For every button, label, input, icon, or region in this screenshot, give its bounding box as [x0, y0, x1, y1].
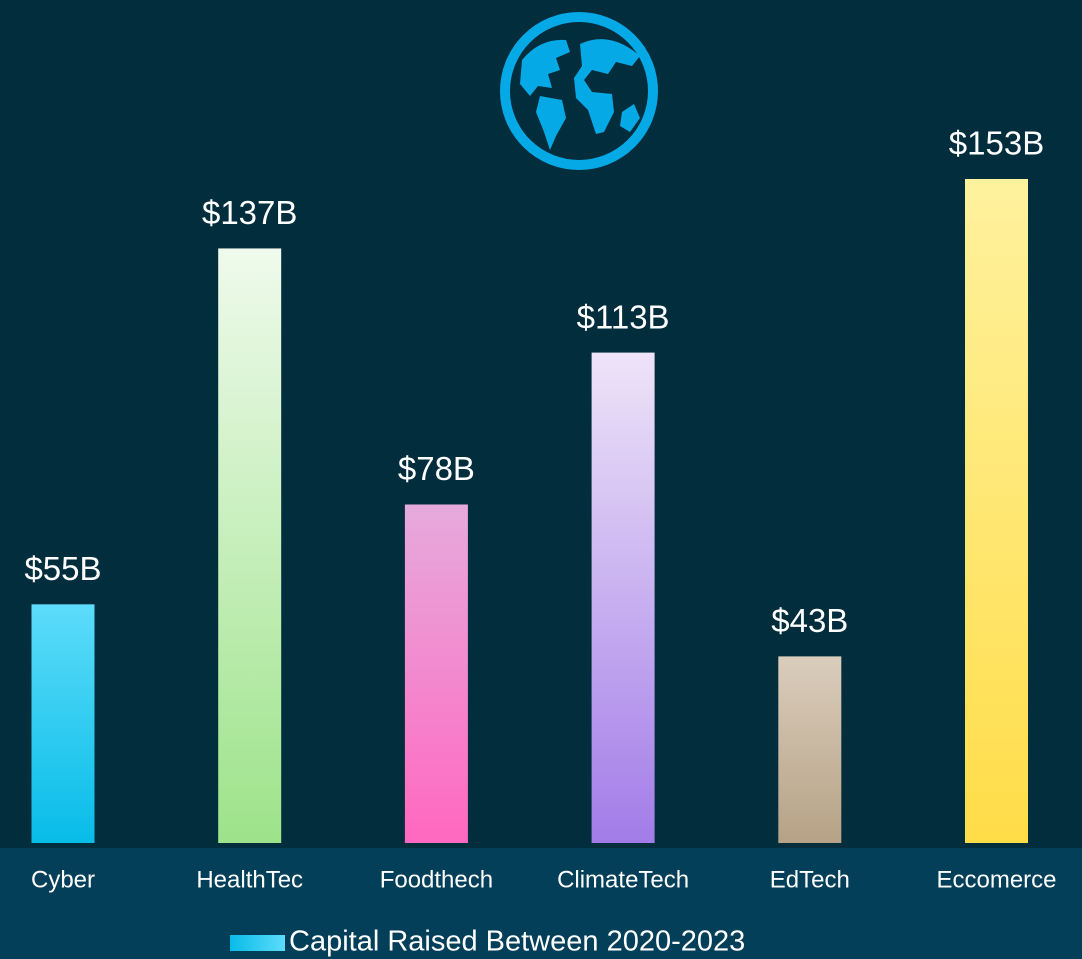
legend-label: Capital Raised Between 2020-2023: [289, 926, 745, 958]
axis-band: [0, 848, 1082, 959]
legend-swatch: [230, 935, 285, 951]
data-label: $113B: [577, 298, 670, 335]
globe-icon: [500, 12, 658, 170]
data-label: $43B: [771, 602, 848, 639]
bar: [31, 604, 95, 843]
x-tick-label: EdTech: [770, 866, 850, 893]
bar: [778, 656, 842, 843]
x-tick-label: Foodthech: [380, 866, 493, 893]
x-tick-label: HealthTec: [196, 866, 303, 893]
x-tick-label: ClimateTech: [557, 866, 689, 893]
data-label: $137B: [202, 194, 297, 231]
bar: [404, 504, 468, 843]
data-label: $153B: [949, 125, 1044, 162]
data-label: $55B: [24, 550, 101, 587]
data-label: $78B: [398, 450, 475, 487]
bar: [965, 179, 1028, 843]
x-tick-label: Cyber: [31, 866, 95, 893]
bar: [591, 352, 655, 843]
x-tick-label: Eccomerce: [936, 866, 1056, 893]
bar: [218, 248, 282, 843]
